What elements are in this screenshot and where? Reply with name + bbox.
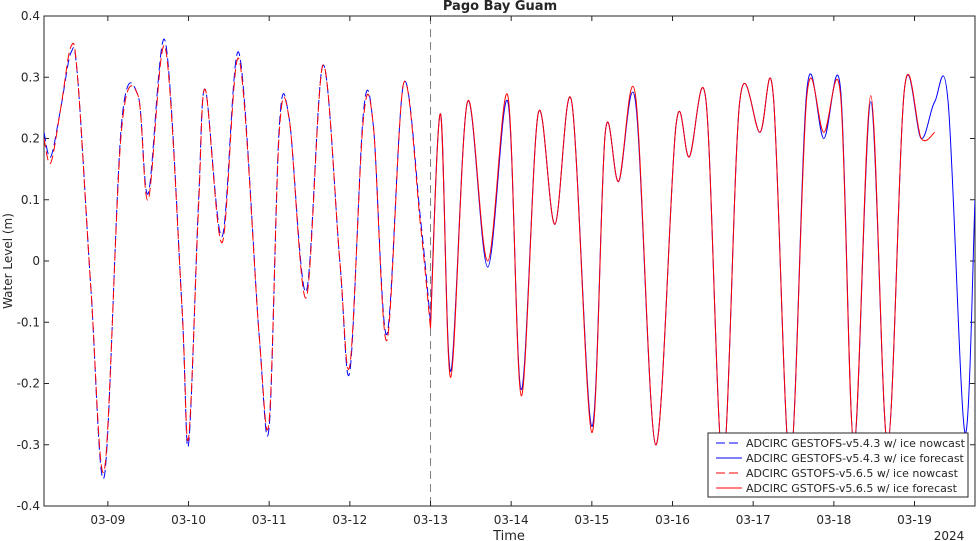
legend-label: ADCIRC GESTOFS-v5.4.3 w/ ice forecast	[746, 452, 965, 465]
y-tick-label: 0.1	[21, 193, 40, 207]
y-tick-label: 0.4	[21, 9, 40, 23]
y-axis-ticks: -0.4 -0.3 -0.2 -0.1 0 0.1 0.2 0.3 0.4	[17, 9, 975, 513]
x-tick-label: 03-17	[736, 513, 771, 527]
x-tick-label: 03-09	[90, 513, 125, 527]
y-tick-label: -0.1	[17, 315, 40, 329]
y-tick-label: 0.3	[21, 70, 40, 84]
series-line-1	[44, 38, 431, 480]
plot-area	[43, 15, 976, 507]
series-line-3	[44, 42, 431, 473]
y-axis-label: Water Level (m)	[1, 213, 15, 309]
legend-items: ADCIRC GESTOFS-v5.4.3 w/ ice nowcast ADCI…	[716, 437, 966, 495]
x-tick-label: 03-12	[332, 513, 367, 527]
x-tick-label: 03-18	[816, 513, 851, 527]
legend-box	[707, 432, 969, 498]
legend-label: ADCIRC GSTOFS-v5.6.5 w/ ice forecast	[746, 482, 958, 495]
chart-title: Pago Bay Guam	[443, 0, 557, 14]
x-tick-label: 03-19	[897, 513, 932, 527]
x-tick-label: 03-16	[655, 513, 690, 527]
legend: ADCIRC GESTOFS-v5.4.3 w/ ice nowcast ADCI…	[707, 432, 969, 498]
y-tick-label: -0.3	[17, 438, 40, 452]
year-label: 2024	[934, 529, 965, 541]
x-tick-label: 03-11	[252, 513, 287, 527]
x-tick-label: 03-15	[574, 513, 609, 527]
series-line-4	[430, 73, 936, 464]
x-tick-label: 03-10	[171, 513, 206, 527]
x-axis-ticks: 03-09 03-10 03-11 03-12 03-13 03-14 03-15 03-16…	[90, 16, 932, 527]
y-tick-label: -0.4	[17, 499, 40, 513]
x-tick-label: 03-14	[494, 513, 529, 527]
legend-label: ADCIRC GESTOFS-v5.4.3 w/ ice nowcast	[746, 437, 966, 450]
y-tick-label: 0	[32, 254, 40, 268]
y-tick-label: -0.2	[17, 377, 40, 391]
x-tick-label: 03-13	[413, 513, 448, 527]
x-axis-label: Time	[492, 529, 525, 541]
legend-label: ADCIRC GSTOFS-v5.6.5 w/ ice nowcast	[746, 467, 959, 480]
y-tick-label: 0.2	[21, 132, 40, 146]
